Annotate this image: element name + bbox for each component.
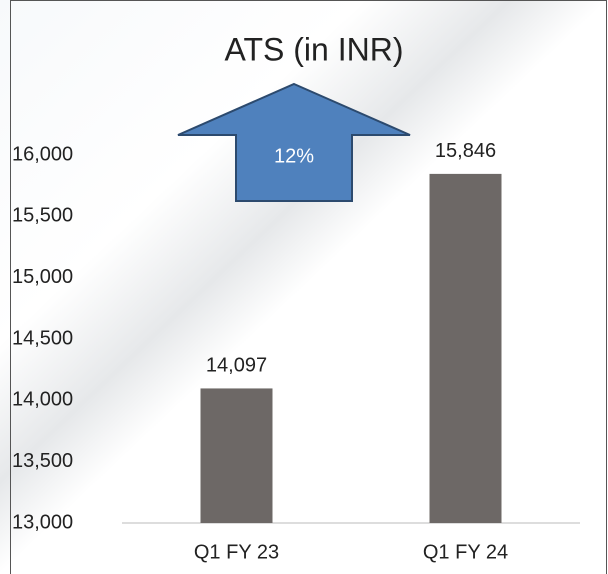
frame xyxy=(10,0,607,574)
y-tick-label: 13,000 xyxy=(12,511,73,533)
y-tick-label: 15,000 xyxy=(12,266,73,288)
bar xyxy=(429,173,502,523)
y-tick-label: 15,500 xyxy=(12,205,73,227)
y-tick-label: 13,500 xyxy=(12,450,73,472)
x-tick-label: Q1 FY 23 xyxy=(194,541,279,563)
y-tick-label: 16,000 xyxy=(12,143,73,165)
y-tick-label: 14,000 xyxy=(12,389,73,411)
y-tick-label: 14,500 xyxy=(12,327,73,349)
chart-title: ATS (in INR) xyxy=(225,31,404,67)
up-arrow xyxy=(177,82,411,202)
x-tick-label: Q1 FY 24 xyxy=(423,541,508,563)
bar xyxy=(200,388,273,523)
annotation: 12% xyxy=(274,145,314,167)
value-label: 15,846 xyxy=(435,140,496,162)
value-label: 14,097 xyxy=(206,355,267,377)
